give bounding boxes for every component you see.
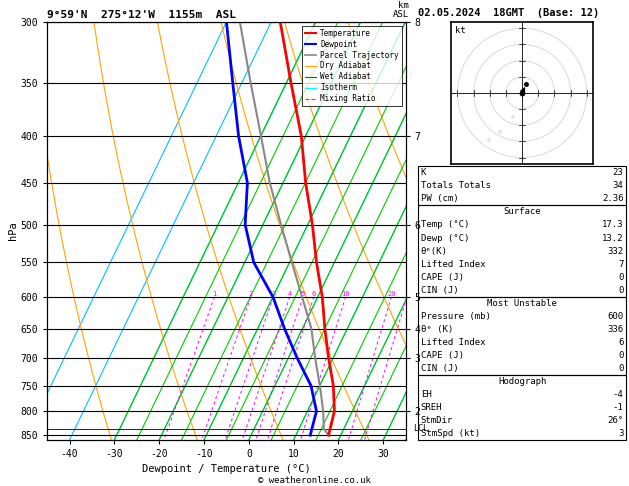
Text: 600: 600 bbox=[607, 312, 623, 321]
Text: Totals Totals: Totals Totals bbox=[421, 181, 491, 191]
Text: CIN (J): CIN (J) bbox=[421, 364, 459, 373]
Text: 4: 4 bbox=[287, 291, 292, 297]
Text: StmDir: StmDir bbox=[421, 416, 453, 425]
Text: K: K bbox=[421, 169, 426, 177]
Text: 1: 1 bbox=[213, 291, 216, 297]
Text: 20: 20 bbox=[387, 291, 396, 297]
Legend: Temperature, Dewpoint, Parcel Trajectory, Dry Adiabat, Wet Adiabat, Isotherm, Mi: Temperature, Dewpoint, Parcel Trajectory… bbox=[302, 26, 402, 106]
Text: SREH: SREH bbox=[421, 403, 442, 412]
Text: PW (cm): PW (cm) bbox=[421, 194, 459, 204]
Text: CAPE (J): CAPE (J) bbox=[421, 351, 464, 360]
Text: 23: 23 bbox=[613, 169, 623, 177]
Text: 0: 0 bbox=[618, 273, 623, 281]
Text: Lifted Index: Lifted Index bbox=[421, 338, 486, 347]
Text: Most Unstable: Most Unstable bbox=[487, 298, 557, 308]
Text: 6: 6 bbox=[618, 338, 623, 347]
Text: ⊕: ⊕ bbox=[511, 114, 515, 120]
Text: Surface: Surface bbox=[503, 208, 541, 216]
Text: 7: 7 bbox=[618, 260, 623, 269]
Text: StmSpd (kt): StmSpd (kt) bbox=[421, 429, 480, 438]
Text: Dewp (°C): Dewp (°C) bbox=[421, 233, 469, 243]
Text: -1: -1 bbox=[613, 403, 623, 412]
Text: Pressure (mb): Pressure (mb) bbox=[421, 312, 491, 321]
Text: Temp (°C): Temp (°C) bbox=[421, 221, 469, 229]
Text: 0: 0 bbox=[618, 351, 623, 360]
Text: ⊕: ⊕ bbox=[487, 138, 491, 143]
Text: Hodograph: Hodograph bbox=[498, 377, 546, 386]
Text: © weatheronline.co.uk: © weatheronline.co.uk bbox=[258, 476, 371, 485]
Text: 3: 3 bbox=[271, 291, 276, 297]
Text: 6: 6 bbox=[312, 291, 316, 297]
Text: LCL: LCL bbox=[413, 424, 428, 433]
Text: 02.05.2024  18GMT  (Base: 12): 02.05.2024 18GMT (Base: 12) bbox=[418, 8, 599, 18]
Text: 9°59'N  275°12'W  1155m  ASL: 9°59'N 275°12'W 1155m ASL bbox=[47, 10, 236, 20]
Text: θᵉ (K): θᵉ (K) bbox=[421, 325, 453, 334]
Text: 5: 5 bbox=[301, 291, 305, 297]
Text: 3: 3 bbox=[618, 429, 623, 438]
Text: 2.36: 2.36 bbox=[602, 194, 623, 204]
X-axis label: Dewpoint / Temperature (°C): Dewpoint / Temperature (°C) bbox=[142, 465, 311, 474]
Text: kt: kt bbox=[455, 26, 466, 35]
Text: 336: 336 bbox=[607, 325, 623, 334]
Text: ⊕: ⊕ bbox=[498, 129, 501, 135]
Text: km
ASL: km ASL bbox=[392, 1, 409, 19]
Text: 2: 2 bbox=[248, 291, 253, 297]
Text: CAPE (J): CAPE (J) bbox=[421, 273, 464, 281]
Text: 13.2: 13.2 bbox=[602, 233, 623, 243]
Text: θᵉ(K): θᵉ(K) bbox=[421, 246, 448, 256]
Text: 17.3: 17.3 bbox=[602, 221, 623, 229]
Text: 34: 34 bbox=[613, 181, 623, 191]
Y-axis label: hPa: hPa bbox=[8, 222, 18, 240]
Text: 332: 332 bbox=[607, 246, 623, 256]
Text: EH: EH bbox=[421, 390, 431, 399]
Text: 0: 0 bbox=[618, 364, 623, 373]
Text: 10: 10 bbox=[342, 291, 350, 297]
Text: 26°: 26° bbox=[607, 416, 623, 425]
Text: -4: -4 bbox=[613, 390, 623, 399]
Text: CIN (J): CIN (J) bbox=[421, 286, 459, 295]
Text: 0: 0 bbox=[618, 286, 623, 295]
Text: Lifted Index: Lifted Index bbox=[421, 260, 486, 269]
